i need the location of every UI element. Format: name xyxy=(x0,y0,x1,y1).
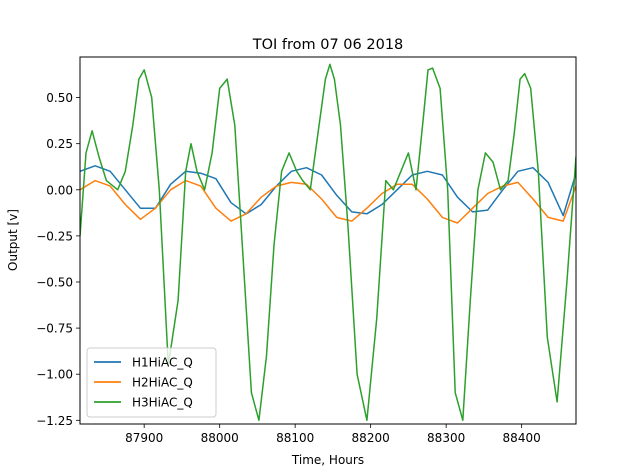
series-line-H1HiAC_Q xyxy=(80,165,576,217)
x-tick-label: 88000 xyxy=(201,431,239,445)
x-tick-label: 88300 xyxy=(427,431,465,445)
x-tick-label: 88200 xyxy=(352,431,390,445)
y-tick-label: 0.50 xyxy=(46,91,73,105)
legend-label-H3HiAC_Q: H3HiAC_Q xyxy=(132,396,193,410)
x-axis-label: Time, Hours xyxy=(291,453,364,467)
y-tick-label: −0.75 xyxy=(36,322,73,336)
legend: H1HiAC_Q H2HiAC_Q H3HiAC_Q xyxy=(86,347,217,418)
x-tick-label: 88100 xyxy=(276,431,314,445)
y-tick-label: 0.25 xyxy=(46,137,73,151)
series-line-H2HiAC_Q xyxy=(80,179,576,224)
x-tick-label: 87900 xyxy=(125,431,163,445)
y-tick-label: −0.25 xyxy=(36,229,73,243)
plot-frame xyxy=(79,56,577,425)
series-line-H3HiAC_Q xyxy=(80,63,576,422)
legend-label-H1HiAC_Q: H1HiAC_Q xyxy=(132,356,193,370)
y-tick-label: −1.00 xyxy=(36,368,73,382)
legend-box xyxy=(86,347,217,418)
y-tick-label: −1.25 xyxy=(36,414,73,428)
y-tick-label: −0.50 xyxy=(36,275,73,289)
y-tick-label: 0.00 xyxy=(46,183,73,197)
legend-label-H2HiAC_Q: H2HiAC_Q xyxy=(132,376,193,390)
x-tick-label: 88400 xyxy=(503,431,541,445)
y-axis-label: Output [v] xyxy=(6,209,20,271)
chart-title: TOI from 07 06 2018 xyxy=(252,37,404,53)
